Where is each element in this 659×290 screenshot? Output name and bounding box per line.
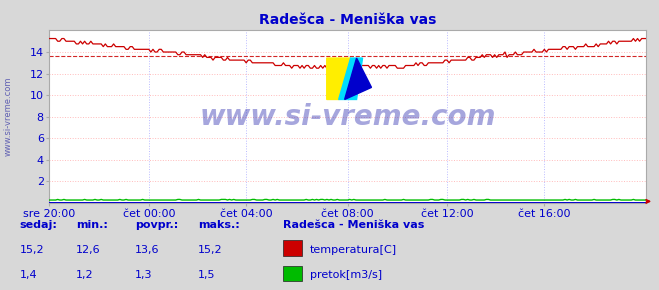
Text: 13,6: 13,6	[135, 244, 159, 255]
Text: 12,6: 12,6	[76, 244, 100, 255]
Polygon shape	[327, 58, 351, 99]
Text: 1,4: 1,4	[20, 270, 38, 280]
Text: 1,3: 1,3	[135, 270, 153, 280]
Text: www.si-vreme.com: www.si-vreme.com	[200, 103, 496, 131]
Polygon shape	[339, 58, 362, 99]
Text: sedaj:: sedaj:	[20, 220, 57, 229]
Bar	[283, 266, 302, 281]
Text: pretok[m3/s]: pretok[m3/s]	[310, 270, 382, 280]
Bar	[283, 240, 302, 255]
Text: Radešca - Meniška vas: Radešca - Meniška vas	[283, 220, 425, 229]
Text: maks.:: maks.:	[198, 220, 239, 229]
Text: 1,2: 1,2	[76, 270, 94, 280]
Text: min.:: min.:	[76, 220, 107, 229]
Text: 15,2: 15,2	[20, 244, 44, 255]
Text: www.si-vreme.com: www.si-vreme.com	[4, 76, 13, 156]
Text: povpr.:: povpr.:	[135, 220, 179, 229]
Polygon shape	[345, 58, 372, 99]
Text: 1,5: 1,5	[198, 270, 215, 280]
Title: Radešca - Meniška vas: Radešca - Meniška vas	[259, 12, 436, 26]
Text: 15,2: 15,2	[198, 244, 222, 255]
Text: temperatura[C]: temperatura[C]	[310, 244, 397, 255]
